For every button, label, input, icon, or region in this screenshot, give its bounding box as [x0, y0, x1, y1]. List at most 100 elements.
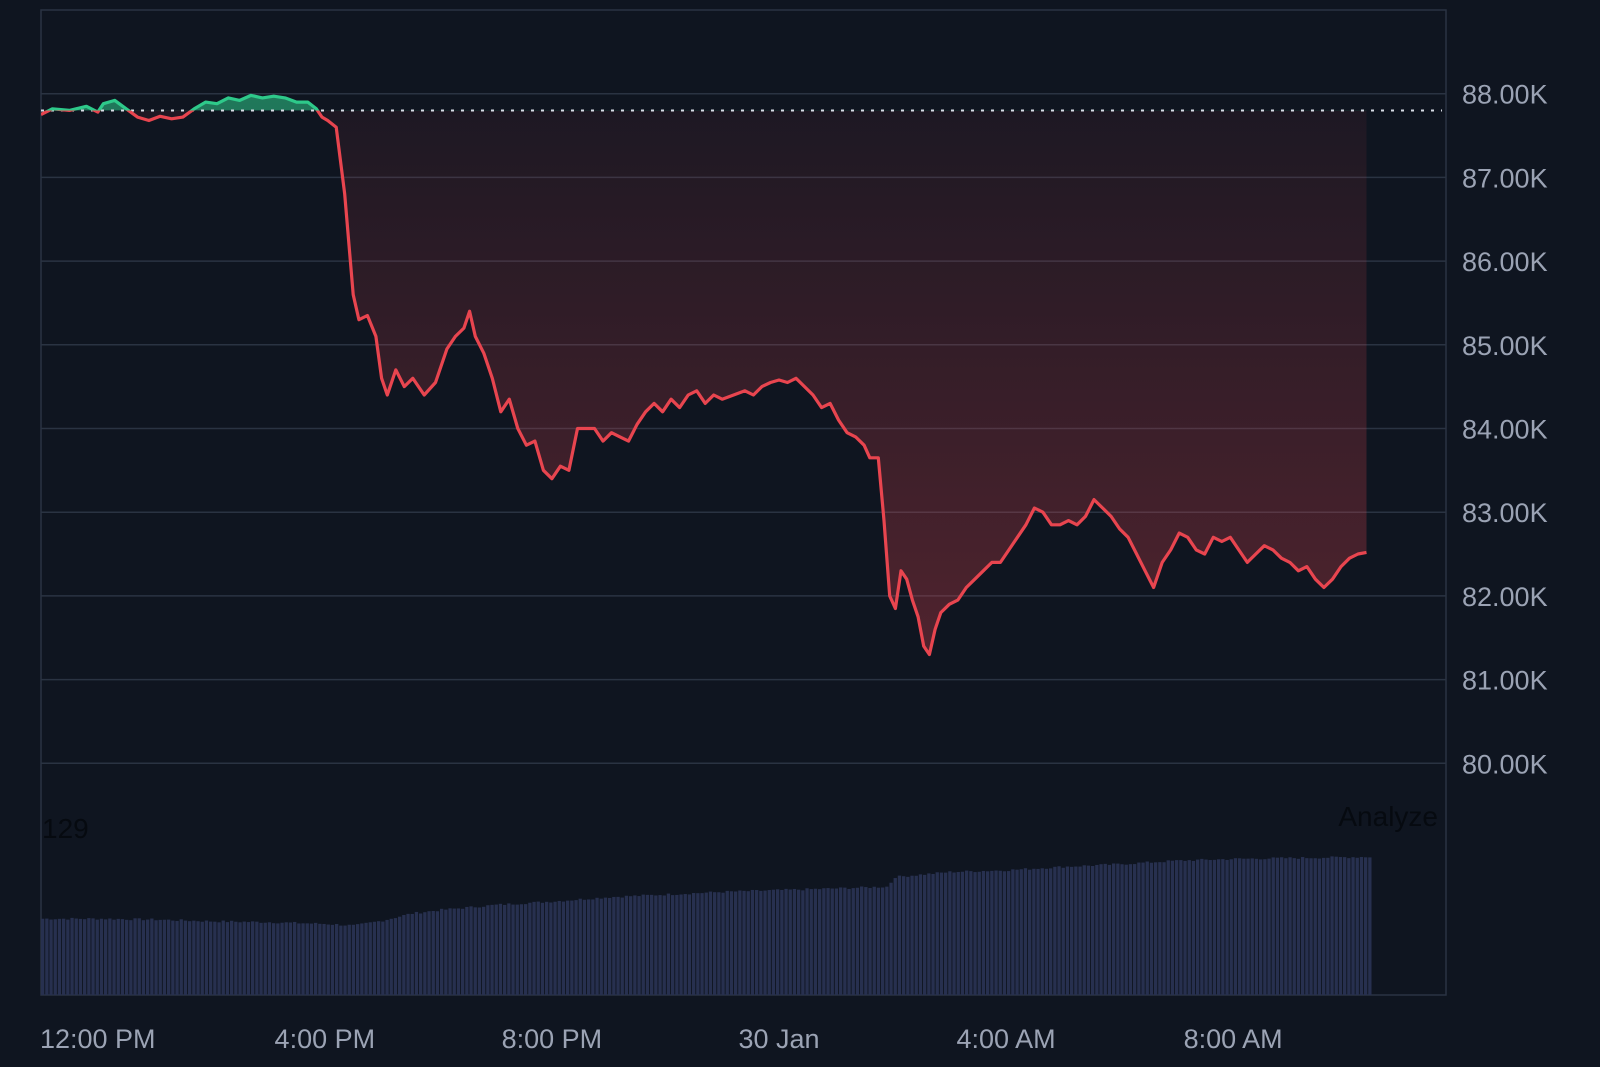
volume-bar — [293, 921, 297, 995]
volume-bar — [1313, 858, 1317, 995]
volume-bar — [620, 897, 624, 995]
volume-bar — [1338, 857, 1343, 995]
volume-bar — [414, 911, 419, 995]
volume-bar — [998, 870, 1002, 995]
volume-bar — [536, 901, 540, 995]
volume-bar — [406, 913, 410, 995]
volume-bar — [49, 919, 53, 995]
volume-bar — [494, 904, 498, 995]
volume-bar — [423, 912, 427, 995]
volume-bar — [696, 893, 700, 995]
volume-bar — [792, 888, 797, 995]
volume-bar — [360, 923, 364, 995]
volume-bar — [910, 875, 914, 995]
volume-bar — [738, 890, 742, 995]
x-tick-label: 12:00 PM — [40, 1024, 156, 1054]
volume-bar — [456, 908, 461, 995]
volume-bar — [230, 920, 234, 995]
volume-bar — [818, 889, 822, 995]
volume-bar — [389, 918, 393, 995]
volume-bar — [612, 896, 616, 995]
volume-bar — [965, 870, 969, 995]
volume-bar — [91, 918, 95, 995]
volume-bar — [465, 906, 469, 995]
volume-bar — [335, 924, 339, 995]
volume-bar — [1238, 858, 1242, 995]
volume-bar — [305, 923, 309, 995]
x-tick-label: 8:00 PM — [502, 1024, 603, 1054]
volume-bar — [452, 908, 456, 995]
volume-bar — [511, 904, 515, 995]
volume-bar — [780, 889, 784, 995]
volume-bar — [944, 872, 948, 995]
volume-bar — [952, 872, 956, 995]
volume-bar — [372, 921, 377, 995]
volume-bar — [1364, 857, 1368, 995]
volume-bar — [377, 921, 381, 995]
volume-bar — [225, 922, 230, 995]
volume-bar — [309, 923, 314, 995]
volume-bar — [486, 905, 490, 995]
volume-bar — [1175, 860, 1179, 995]
volume-bar — [196, 921, 200, 995]
volume-bar — [1065, 866, 1070, 995]
volume-bar — [99, 918, 104, 995]
volume-bar — [629, 896, 633, 995]
volume-bar — [713, 892, 717, 995]
volume-bar — [1170, 860, 1175, 995]
volume-bar — [897, 875, 902, 995]
volume-bar — [322, 923, 326, 995]
volume-bar — [200, 921, 204, 995]
volume-bar — [1221, 859, 1225, 995]
volume-bar — [599, 898, 603, 995]
volume-bar — [545, 901, 549, 995]
volume-bar — [104, 919, 108, 995]
y-tick-label: 81.00K — [1462, 666, 1548, 696]
volume-bar — [410, 913, 414, 995]
volume-bar — [280, 922, 284, 995]
volume-bar — [217, 922, 221, 995]
volume-bar — [1179, 860, 1183, 995]
volume-bar — [1133, 864, 1137, 995]
volume-bar — [1078, 866, 1082, 995]
volume-bar — [990, 870, 994, 995]
volume-bar — [557, 900, 561, 995]
volume-bar — [171, 920, 175, 995]
volume-bar — [553, 901, 557, 995]
volume-bar — [267, 922, 272, 995]
analyze-link[interactable]: Analyze — [1338, 801, 1438, 832]
volume-bar — [608, 897, 612, 995]
volume-bar — [960, 871, 965, 995]
volume-bar — [95, 919, 99, 995]
volume-bar — [461, 908, 465, 995]
volume-bar — [498, 903, 503, 995]
y-tick-label: 86.00K — [1462, 247, 1548, 277]
volume-bar — [721, 892, 725, 995]
volume-bar — [687, 894, 692, 995]
volume-bar — [679, 894, 683, 995]
volume-bar — [881, 887, 885, 995]
volume-bar — [860, 886, 864, 995]
volume-bar — [133, 918, 137, 995]
volume-bar — [129, 920, 133, 995]
volume-bar — [734, 891, 738, 995]
x-tick-label: 8:00 AM — [1184, 1024, 1283, 1054]
y-tick-label: 87.00K — [1462, 163, 1548, 193]
volume-bar — [1183, 860, 1187, 995]
volume-bar — [561, 901, 566, 995]
volume-bar — [1322, 857, 1326, 995]
volume-bar — [45, 918, 49, 995]
volume-bar — [503, 904, 507, 995]
volume-bar — [763, 890, 767, 995]
volume-bar — [524, 904, 528, 995]
volume-bar — [645, 894, 650, 995]
down-area — [41, 110, 1367, 655]
volume-bar — [263, 922, 267, 995]
volume-bars — [41, 856, 1372, 995]
volume-bar — [1204, 859, 1208, 995]
volume-bar — [507, 903, 511, 995]
volume-bar — [776, 889, 780, 995]
volume-bar — [150, 918, 154, 995]
volume-bar — [1263, 859, 1267, 995]
